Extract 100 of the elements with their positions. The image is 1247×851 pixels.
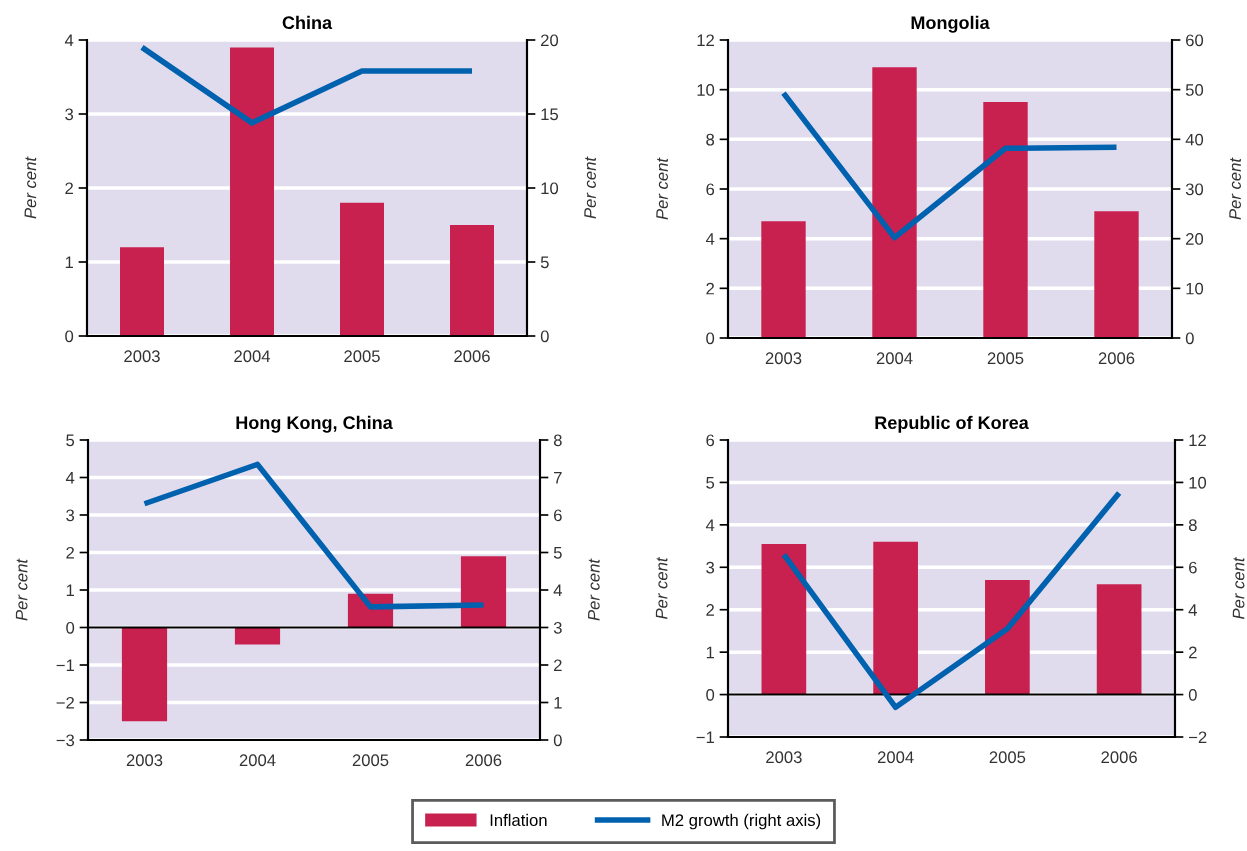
y-tick-label: 3 [66,509,75,522]
x-tick-label: 2003 [766,751,802,764]
y2-tick-label: 2 [554,659,562,672]
y2-tick-label: 1 [554,697,562,709]
y-tick-label: 5 [706,477,715,489]
y-tick-label: 4 [705,519,715,531]
y-tick-label: 1 [65,256,73,269]
x-tick-label: 2005 [989,751,1026,764]
y-tick-label: 3 [706,561,715,574]
x-tick-label: 2003 [124,350,160,363]
y2-axis-title: Per cent [588,558,600,621]
y2-tick-label: 0 [1185,332,1194,345]
bar [460,556,507,628]
bar [230,47,274,336]
bar [120,247,164,336]
y-tick-label: 8 [706,133,715,146]
y2-tick-label: −2 [1189,731,1207,744]
y2-tick-label: 15 [541,108,559,121]
y-tick-label: 4 [64,34,74,47]
x-tick-label: 2003 [765,352,802,365]
bar [340,202,384,336]
y-tick-label: 1 [706,646,714,659]
y-axis-title: Per cent [24,156,37,219]
y2-tick-label: 5 [553,547,562,559]
y2-tick-label: 60 [1186,34,1204,47]
y2-tick-label: 20 [541,34,559,47]
y2-axis-title: Per cent [584,156,596,219]
y2-tick-label: 6 [554,509,562,522]
y2-tick-label: 0 [540,330,549,343]
x-tick-label: 2006 [454,350,490,363]
x-tick-label: 2004 [234,350,271,363]
y-tick-label: −1 [56,659,74,672]
bar [985,580,1030,695]
y-axis-title: Per cent [655,556,668,620]
x-tick-label: 2003 [126,754,163,767]
y-axis-title: Per cent [656,157,668,220]
y-tick-label: 2 [706,282,714,295]
y2-tick-label: 10 [1186,282,1204,295]
x-tick-label: 2004 [876,352,913,365]
y-tick-label: 1 [66,584,74,597]
bar [983,102,1028,338]
y2-tick-label: 10 [541,182,559,195]
y2-tick-label: 20 [1186,233,1204,245]
y2-tick-label: 50 [1185,84,1204,96]
bar [761,221,806,338]
y2-tick-label: 4 [553,584,562,597]
y2-tick-label: 3 [553,621,562,634]
y-tick-label: 2 [66,546,74,559]
y-tick-label: 6 [706,434,715,447]
y-axis-title: Per cent [15,558,28,621]
y-tick-label: −3 [56,734,75,747]
y-tick-label: 10 [697,84,715,96]
bar [1094,211,1139,338]
bar [121,627,168,722]
y2-tick-label: 10 [1189,476,1207,489]
bar [761,543,807,695]
y-tick-label: 4 [65,472,75,484]
y2-tick-label: 6 [1189,561,1197,574]
x-tick-label: 2006 [1101,751,1137,764]
y2-tick-label: 8 [1188,519,1197,532]
y2-tick-label: 2 [1189,646,1197,659]
legend-label: Inflation [490,813,547,827]
y2-tick-label: 8 [553,434,562,447]
y-tick-label: 0 [65,330,74,343]
y2-tick-label: 0 [553,734,562,747]
y2-axis-title: Per cent [1229,157,1241,220]
x-tick-label: 2004 [877,751,914,764]
x-tick-label: 2006 [1098,352,1135,365]
x-tick-label: 2005 [352,754,389,767]
x-tick-label: 2005 [987,352,1024,365]
chart-title: Republic of Korea [875,415,1029,433]
y-tick-label: 0 [66,621,75,634]
legend-label: M2 growth (right axis) [662,813,821,830]
x-tick-label: 2004 [239,754,276,767]
bar [873,541,918,695]
y-tick-label: 5 [66,434,75,447]
y-tick-label: −2 [56,696,74,709]
y2-tick-label: 30 [1185,183,1204,196]
x-tick-label: 2006 [465,754,502,767]
x-tick-label: 2005 [344,350,380,363]
y-tick-label: −1 [696,731,714,744]
y2-tick-label: 0 [1188,688,1197,701]
y2-tick-label: 40 [1185,133,1204,146]
y-tick-label: 6 [706,183,715,196]
y-tick-label: 0 [706,688,715,701]
y-tick-label: 3 [65,108,74,121]
chart-title: Mongolia [911,15,990,33]
bar [1096,584,1142,695]
y-tick-label: 4 [705,233,715,245]
y2-tick-label: 7 [554,472,562,484]
y-tick-label: 2 [706,604,714,616]
y2-axis-title: Per cent [1232,556,1245,620]
y-tick-label: 0 [706,332,715,345]
chart-title: China [282,15,333,30]
bar [450,225,494,336]
bar [872,67,917,338]
y-tick-label: 2 [65,182,73,195]
chart-title: Hong Kong, China [236,415,393,433]
y2-tick-label: 4 [1188,604,1197,616]
y2-tick-label: 12 [1189,434,1206,447]
